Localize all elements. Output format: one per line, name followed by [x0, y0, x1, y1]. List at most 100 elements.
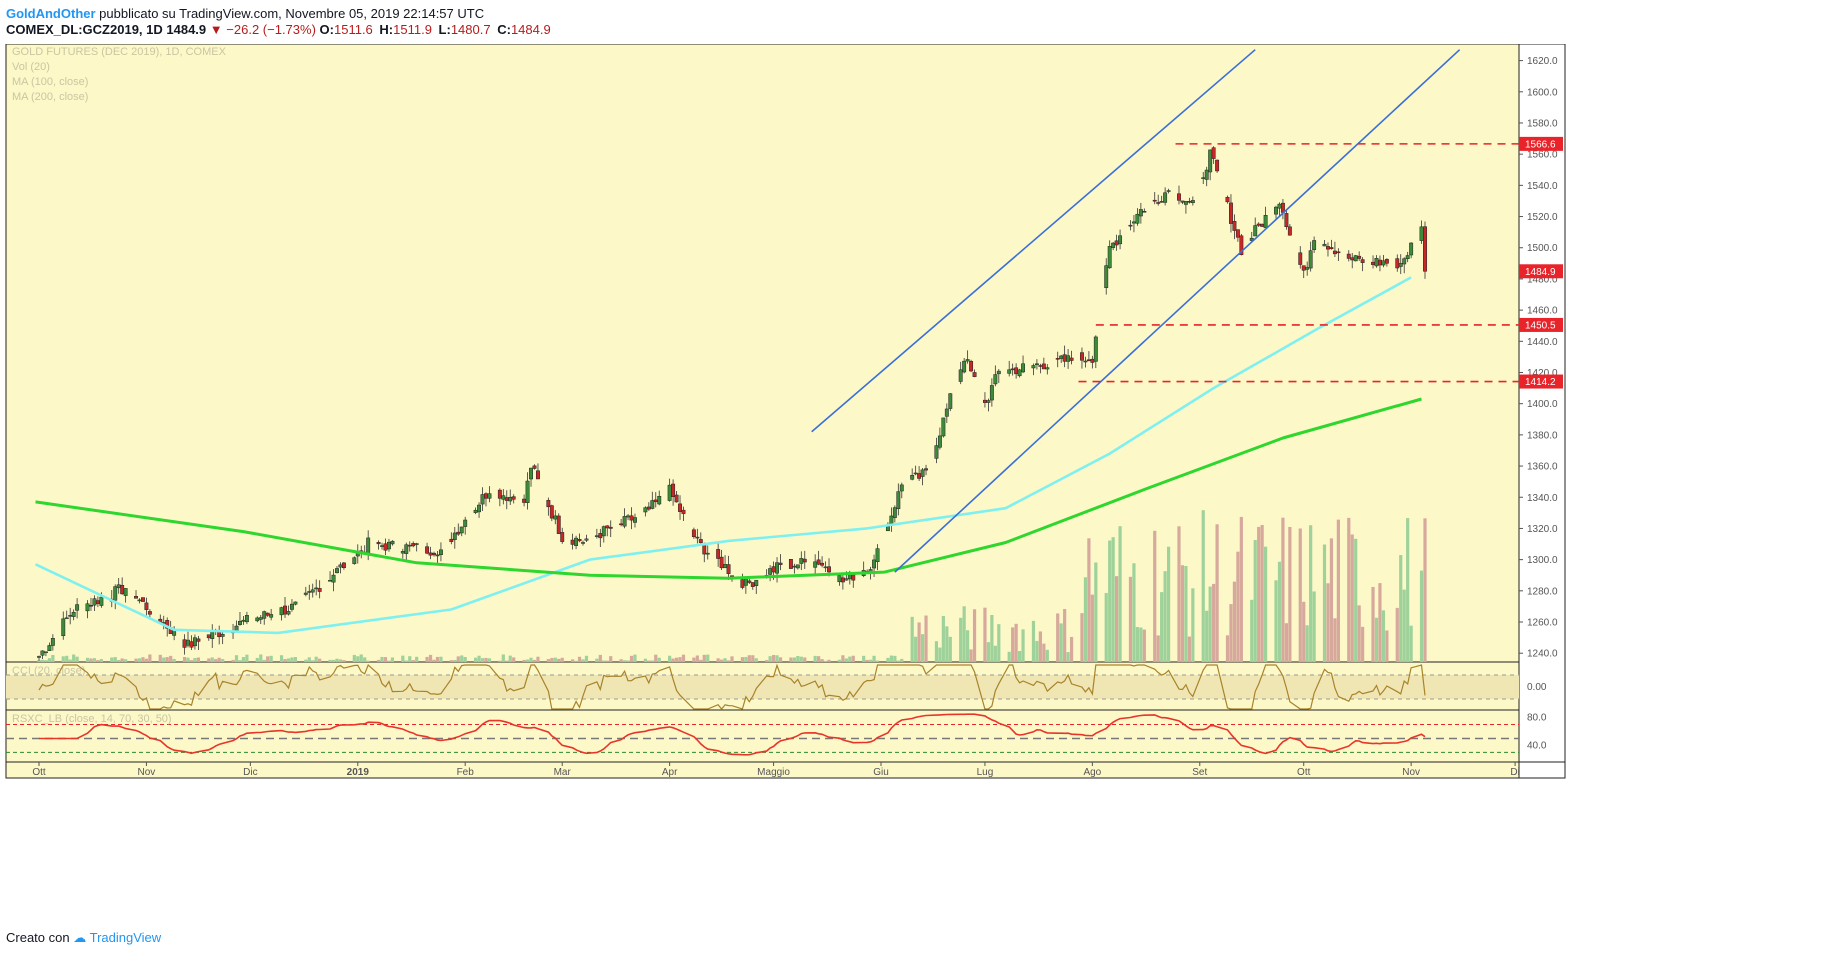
volume-bar — [165, 657, 169, 662]
volume-bar — [1232, 581, 1237, 662]
candle-bull — [400, 551, 405, 554]
candle-bull — [525, 480, 530, 503]
legend-title: GOLD FUTURES (DEC 2019), 1D, COMEX — [12, 46, 227, 58]
time-axis-label: Dic — [243, 767, 257, 778]
volume-bar — [1104, 592, 1108, 662]
time-axis-label: Giu — [873, 767, 889, 778]
volume-bar — [726, 660, 731, 662]
price-axis-label: 1500.0 — [1527, 243, 1558, 254]
candle-bear — [788, 559, 793, 569]
candle-bull — [1111, 242, 1116, 248]
candle-bear — [1038, 365, 1043, 367]
volume-bar — [678, 657, 682, 662]
candle-bear — [1225, 196, 1230, 203]
volume-bar — [463, 657, 467, 662]
volume-bar — [751, 655, 755, 662]
volume-bar — [279, 655, 284, 662]
volume-bar — [1257, 526, 1261, 662]
volume-bar — [120, 658, 124, 662]
legend-rsi: RSXC_LB (close, 14, 70, 30, 50) — [12, 713, 172, 725]
candle-bull — [1083, 360, 1088, 363]
candle-bull — [1398, 263, 1403, 267]
last-price-box — [1519, 264, 1563, 279]
volume-bar — [986, 642, 991, 662]
volume-bar — [553, 657, 557, 662]
candle-bear — [425, 546, 430, 554]
candle-bear — [982, 399, 987, 403]
candle-bull — [1353, 255, 1358, 262]
candle-bull — [192, 637, 197, 647]
candle-bear — [411, 543, 416, 547]
volume-bar — [1094, 562, 1098, 662]
volume-bar — [162, 657, 166, 662]
volume-bar — [1059, 623, 1063, 662]
volume-bar — [654, 654, 658, 662]
volume-bar — [186, 657, 190, 662]
candle-bull — [68, 615, 73, 617]
volume-bar — [720, 659, 724, 662]
candle-bull — [775, 562, 779, 574]
volume-bar — [1361, 626, 1365, 662]
volume-bar — [259, 654, 263, 662]
candle-bull — [1419, 226, 1424, 241]
volume-bar — [626, 660, 630, 662]
volume-bar — [1284, 623, 1288, 662]
candle-bull — [328, 580, 333, 582]
candle-bear — [497, 489, 502, 499]
volume-bar — [1069, 636, 1074, 662]
volume-bar — [817, 656, 821, 662]
tradingview-link[interactable]: TradingView — [89, 930, 162, 945]
volume-bar — [89, 658, 93, 662]
volume-bar — [328, 659, 332, 662]
candle-bull — [920, 469, 925, 477]
volume-bar — [47, 658, 51, 662]
volume-bar — [917, 622, 921, 662]
volume-bar — [460, 655, 464, 662]
volume-bar — [366, 660, 370, 662]
candle-bear — [1010, 368, 1015, 371]
cci-line — [38, 663, 1426, 710]
candle-bull — [1253, 225, 1258, 237]
candle-bear — [435, 554, 440, 557]
candle-bull — [601, 526, 606, 537]
volume-bar — [311, 660, 315, 662]
volume-bar — [1374, 617, 1379, 662]
candle-bear — [522, 498, 527, 503]
candle-bull — [487, 493, 492, 499]
volume-bar — [699, 659, 703, 662]
volume-bar — [425, 656, 429, 662]
volume-bar — [387, 660, 391, 662]
volume-bar — [1163, 571, 1167, 662]
price-chart[interactable]: 1620.0 1600.0 1580.0 1560.0 1540.0 1520.0 1500… — [0, 44, 1828, 924]
candle-bull — [1034, 363, 1039, 366]
price-axis-label: 1540.0 — [1527, 181, 1558, 192]
volume-bar — [754, 658, 758, 662]
candle-bear — [719, 556, 724, 569]
volume-bar — [1090, 594, 1094, 662]
candle-bull — [872, 559, 877, 569]
volume-bar — [823, 660, 828, 662]
volume-bar — [1205, 610, 1209, 662]
candle-bull — [892, 507, 897, 518]
volume-bar — [113, 657, 117, 662]
volume-bar — [1385, 630, 1389, 662]
candle-bull — [962, 360, 967, 373]
volume-bar — [1115, 576, 1119, 662]
candle-bull — [186, 639, 190, 646]
price-axis-label: 1260.0 — [1527, 618, 1558, 629]
author-link[interactable]: GoldAndOther — [6, 6, 96, 21]
candle-bear — [1256, 223, 1261, 226]
price-axis-label: 1280.0 — [1527, 586, 1558, 597]
volume-bar — [529, 657, 533, 662]
volume-bar — [189, 660, 194, 662]
volume-bar — [169, 655, 173, 662]
volume-bar — [990, 614, 994, 662]
published-text: pubblicato su TradingView.com, Novembre … — [99, 6, 485, 21]
volume-bar — [924, 615, 928, 662]
volume-bar — [1156, 635, 1160, 662]
candle-bear — [189, 641, 194, 648]
candle-bear — [1395, 258, 1400, 269]
volume-bar — [972, 609, 977, 662]
level-label-box — [1519, 317, 1563, 332]
candle-bull — [1409, 242, 1414, 256]
